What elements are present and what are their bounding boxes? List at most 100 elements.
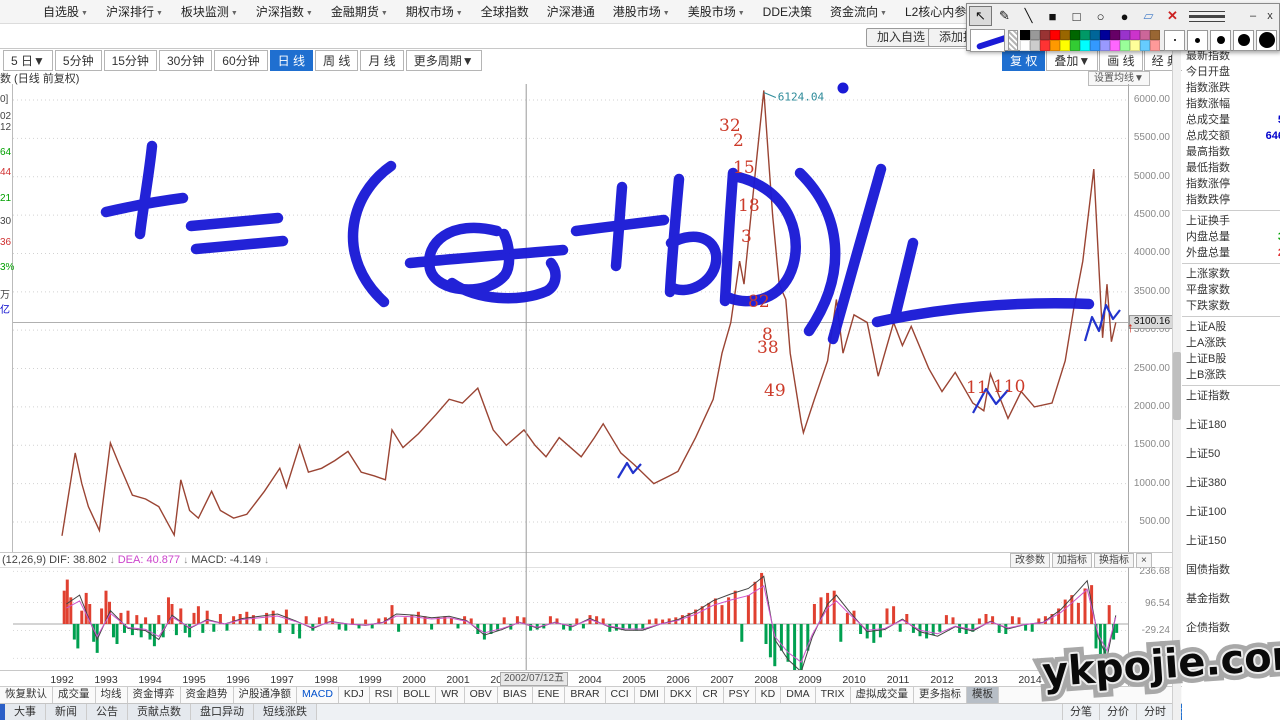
- menu-item-金融期货[interactable]: 金融期货 ▼: [330, 5, 388, 19]
- line-width-tool[interactable]: [1185, 6, 1229, 26]
- timeframe-4[interactable]: 60分钟: [214, 50, 268, 71]
- color-swatch[interactable]: [1110, 40, 1120, 51]
- timeframe-3[interactable]: 30分钟: [158, 50, 213, 71]
- menu-item-沪深排行[interactable]: 沪深排行 ▼: [105, 5, 163, 19]
- add-watchlist-button[interactable]: 加入自选: [866, 28, 937, 47]
- indicator-tab-DKX[interactable]: DKX: [665, 687, 698, 703]
- color-swatch[interactable]: [1150, 29, 1160, 40]
- indicator-tab-RSI[interactable]: RSI: [370, 687, 399, 703]
- color-swatch[interactable]: [1100, 40, 1110, 51]
- indicator-tab-DMA[interactable]: DMA: [781, 687, 816, 703]
- bottom-tab-短线涨跌[interactable]: 短线涨跌: [254, 704, 317, 720]
- indicator-tab-模板[interactable]: 模板: [967, 687, 1000, 703]
- view-tab-分价[interactable]: 分价: [1099, 704, 1136, 720]
- color-swatch[interactable]: [1130, 29, 1140, 40]
- menu-item-板块监测[interactable]: 板块监测 ▼: [180, 5, 238, 19]
- minimize-button[interactable]: –: [1249, 10, 1257, 22]
- chart-tool-1[interactable]: 叠加▼: [1046, 50, 1099, 71]
- cursor-tool[interactable]: ↖: [969, 6, 992, 26]
- indicator-tab-虚拟成交量[interactable]: 虚拟成交量: [851, 687, 915, 703]
- chart-tool-2[interactable]: 画 线: [1099, 50, 1143, 71]
- ma-settings-button[interactable]: 设置均线▼: [1088, 71, 1150, 86]
- timeframe-7[interactable]: 月 线: [360, 50, 404, 71]
- color-swatch[interactable]: [1090, 40, 1100, 51]
- indicator-tab-均线[interactable]: 均线: [96, 687, 128, 703]
- indicator-tab-ENE[interactable]: ENE: [533, 687, 566, 703]
- color-swatch[interactable]: [1020, 29, 1030, 40]
- rect-tool[interactable]: □: [1072, 8, 1081, 24]
- bottom-tab-公告[interactable]: 公告: [87, 704, 128, 720]
- color-swatch[interactable]: [1050, 29, 1060, 40]
- menu-item-自选股[interactable]: 自选股 ▼: [43, 5, 88, 19]
- color-swatch[interactable]: [1070, 29, 1080, 40]
- panel-scrollbar-thumb[interactable]: [1173, 352, 1181, 420]
- chart-tool-0[interactable]: 复 权: [1002, 50, 1046, 71]
- ellipse-tool[interactable]: ○: [1096, 8, 1105, 24]
- bottom-tab-新闻[interactable]: 新闻: [46, 704, 87, 720]
- indicator-tab-TRIX[interactable]: TRIX: [816, 687, 851, 703]
- indicator-tab-OBV[interactable]: OBV: [465, 687, 498, 703]
- macd-button-改参数[interactable]: 改参数: [1010, 553, 1050, 568]
- color-swatch[interactable]: [1030, 40, 1040, 51]
- filled-ellipse-tool[interactable]: ●: [1120, 8, 1129, 24]
- close-button[interactable]: x: [1267, 10, 1273, 22]
- menu-item-L2核心内参[interactable]: L2核心内参: [904, 5, 967, 19]
- color-swatch[interactable]: [1070, 40, 1080, 51]
- dot-size-16[interactable]: [1256, 29, 1277, 51]
- color-swatch[interactable]: [1060, 40, 1070, 51]
- indicator-tab-恢复默认[interactable]: 恢复默认: [0, 687, 53, 703]
- indicator-tab-资金趋势[interactable]: 资金趋势: [181, 687, 234, 703]
- color-swatch[interactable]: [1050, 40, 1060, 51]
- menu-item-沪深指数[interactable]: 沪深指数 ▼: [255, 5, 313, 19]
- color-swatch[interactable]: [1080, 29, 1090, 40]
- indicator-tab-MACD[interactable]: MACD: [297, 687, 339, 703]
- timeframe-1[interactable]: 5分钟: [54, 50, 102, 71]
- indicator-tab-CR[interactable]: CR: [697, 687, 724, 703]
- macd-button-×[interactable]: ×: [1136, 553, 1152, 568]
- color-swatch[interactable]: [1120, 40, 1130, 51]
- indicator-tab-资金博弈[interactable]: 资金博弈: [128, 687, 181, 703]
- indicator-tab-BOLL[interactable]: BOLL: [398, 687, 437, 703]
- color-swatch[interactable]: [1100, 29, 1110, 40]
- indicator-tab-BRAR[interactable]: BRAR: [565, 687, 606, 703]
- indicator-tab-CCI[interactable]: CCI: [606, 687, 635, 703]
- color-swatch[interactable]: [1040, 29, 1050, 40]
- menu-item-资金流向[interactable]: 资金流向 ▼: [830, 5, 887, 19]
- eraser-tool[interactable]: ▱: [1143, 8, 1154, 23]
- pen-tool[interactable]: ✎: [999, 8, 1010, 23]
- timeframe-6[interactable]: 周 线: [315, 50, 359, 71]
- color-swatch[interactable]: [1150, 40, 1160, 51]
- timeframe-8[interactable]: 更多周期▼: [405, 50, 482, 71]
- clear-tool[interactable]: ✕: [1167, 8, 1178, 23]
- color-swatch[interactable]: [1040, 40, 1050, 51]
- macd-button-加指标[interactable]: 加指标: [1052, 553, 1092, 568]
- indicator-tab-KD[interactable]: KD: [756, 687, 782, 703]
- bottom-tab-盘口异动[interactable]: 盘口异动: [191, 704, 254, 720]
- bottom-tab-大事[interactable]: 大事: [5, 704, 46, 720]
- color-swatch[interactable]: [1030, 29, 1040, 40]
- indicator-tab-PSY[interactable]: PSY: [724, 687, 756, 703]
- dot-size-2[interactable]: [1164, 29, 1185, 51]
- indicator-tab-KDJ[interactable]: KDJ: [339, 687, 370, 703]
- indicator-tab-DMI[interactable]: DMI: [635, 687, 665, 703]
- color-swatch[interactable]: [1120, 29, 1130, 40]
- color-swatch[interactable]: [1110, 29, 1120, 40]
- color-swatch[interactable]: [1060, 29, 1070, 40]
- color-swatch[interactable]: [1130, 40, 1140, 51]
- color-swatch[interactable]: [1090, 29, 1100, 40]
- timeframe-0[interactable]: 5 日▼: [3, 50, 53, 71]
- dot-size-5[interactable]: [1187, 29, 1208, 51]
- menu-item-期权市场[interactable]: 期权市场 ▼: [405, 5, 463, 19]
- menu-item-港股市场[interactable]: 港股市场 ▼: [612, 5, 670, 19]
- line-tool[interactable]: ╲: [1024, 8, 1033, 23]
- indicator-tab-WR[interactable]: WR: [436, 687, 465, 703]
- bottom-tab-贡献点数[interactable]: 贡献点数: [128, 704, 191, 720]
- indicator-tab-BIAS[interactable]: BIAS: [498, 687, 533, 703]
- macd-button-换指标[interactable]: 换指标: [1094, 553, 1134, 568]
- filled-rect-tool[interactable]: ■: [1048, 8, 1057, 24]
- dot-size-12[interactable]: [1233, 29, 1254, 51]
- color-swatch[interactable]: [1020, 40, 1030, 51]
- dot-size-8[interactable]: [1210, 29, 1231, 51]
- indicator-tab-更多指标[interactable]: 更多指标: [914, 687, 968, 703]
- timeframe-5[interactable]: 日 线: [269, 50, 313, 71]
